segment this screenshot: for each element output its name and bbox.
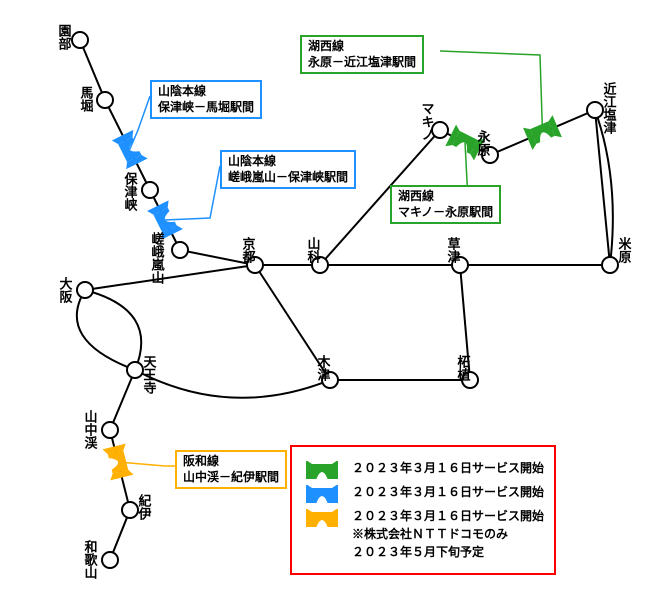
station-label-kusatsu: 草津 <box>446 236 461 264</box>
rail-curve <box>85 290 141 370</box>
legend-line: ※株式会社ＮＴＴドコモのみ <box>352 525 544 543</box>
station-sagaarashi <box>172 242 188 258</box>
station-label-sagaarashi: 嵯峨嵐山 <box>150 231 166 285</box>
callout-text: 保津峡－馬堀駅間 <box>158 100 254 116</box>
station-label-kii: 紀伊 <box>137 493 153 521</box>
station-label-hozukyo: 保津峡 <box>123 171 139 212</box>
callout-text: 阪和線 <box>183 454 279 470</box>
callout-text: 山陰本線 <box>228 154 348 170</box>
callout-line <box>440 51 543 133</box>
station-label-tsuge: 柘植 <box>456 354 472 382</box>
legend-row: ２０２３年３月１６日サービス開始※株式会社ＮＴＴドコモのみ２０２３年５月下旬予定 <box>302 507 544 561</box>
station-label-wakayama: 和歌山 <box>83 539 98 580</box>
legend-line: ２０２３年５月下旬予定 <box>352 543 544 561</box>
legend: ２０２３年３月１６日サービス開始２０２３年３月１６日サービス開始２０２３年３月１… <box>290 445 556 575</box>
station-yamanakadani <box>102 422 118 438</box>
legend-text: ２０２３年３月１６日サービス開始 <box>352 483 544 501</box>
tunnel-marker <box>306 485 338 503</box>
callout-text: 山中渓－紀伊駅間 <box>183 470 279 486</box>
rail-line <box>85 265 255 290</box>
legend-text: ２０２３年３月１６日サービス開始 <box>352 459 544 477</box>
rail-line <box>110 370 135 430</box>
station-label-sonobe: 園部 <box>57 23 72 51</box>
callout-text: 永原－近江塩津駅間 <box>308 55 416 71</box>
rail-curve <box>135 370 330 398</box>
station-label-omishiotsu: 近江塩津 <box>602 81 617 135</box>
callout-text: 嵯峨嵐山－保津峡駅間 <box>228 170 348 186</box>
station-wakayama <box>102 552 118 568</box>
station-hozukyo <box>142 182 158 198</box>
callout-text: マキノ－永原駅間 <box>398 205 493 221</box>
legend-line: ２０２３年３月１６日サービス開始 <box>352 459 544 477</box>
callout-text: 山陰本線 <box>158 84 254 100</box>
station-label-osaka: 大阪 <box>58 276 73 304</box>
legend-line: ２０２３年３月１６日サービス開始 <box>352 483 544 501</box>
callout-box: 阪和線山中渓－紀伊駅間 <box>175 450 287 489</box>
legend-row: ２０２３年３月１６日サービス開始 <box>302 459 544 479</box>
station-label-kizu: 木津 <box>316 354 332 382</box>
station-label-yamashina: 山科 <box>306 236 321 264</box>
rail-curve <box>77 290 135 370</box>
callout-box: 湖西線マキノ－永原駅間 <box>390 185 501 224</box>
station-umahori <box>97 92 113 108</box>
callout-box: 山陰本線保津峡－馬堀駅間 <box>150 80 262 119</box>
callout-line <box>165 166 220 220</box>
legend-row: ２０２３年３月１６日サービス開始 <box>302 483 544 503</box>
station-osaka <box>77 282 93 298</box>
station-sonobe <box>72 32 88 48</box>
legend-line: ２０２３年３月１６日サービス開始 <box>352 507 544 525</box>
legend-marker-icon <box>302 485 338 503</box>
station-label-maibara: 米原 <box>617 236 632 264</box>
station-label-nagahara: 永原 <box>476 129 492 157</box>
station-label-kyoto: 京都 <box>241 236 257 264</box>
callout-box: 山陰本線嵯峨嵐山－保津峡駅間 <box>220 150 356 189</box>
callout-line <box>130 96 150 150</box>
legend-marker-icon <box>302 509 338 527</box>
legend-marker-icon <box>302 461 338 479</box>
callout-text: 湖西線 <box>398 189 493 205</box>
station-label-umahori: 馬堀 <box>79 86 94 113</box>
callout-box: 湖西線永原－近江塩津駅間 <box>300 35 424 74</box>
station-label-yamanakadani: 山中渓 <box>83 409 98 450</box>
tunnel-marker <box>306 461 338 479</box>
callout-text: 湖西線 <box>308 39 416 55</box>
legend-text: ２０２３年３月１６日サービス開始※株式会社ＮＴＴドコモのみ２０２３年５月下旬予定 <box>352 507 544 561</box>
station-label-makino: マキノ <box>420 102 435 141</box>
station-label-tennoji: 天王寺 <box>142 355 157 395</box>
tunnel-marker <box>306 509 338 527</box>
